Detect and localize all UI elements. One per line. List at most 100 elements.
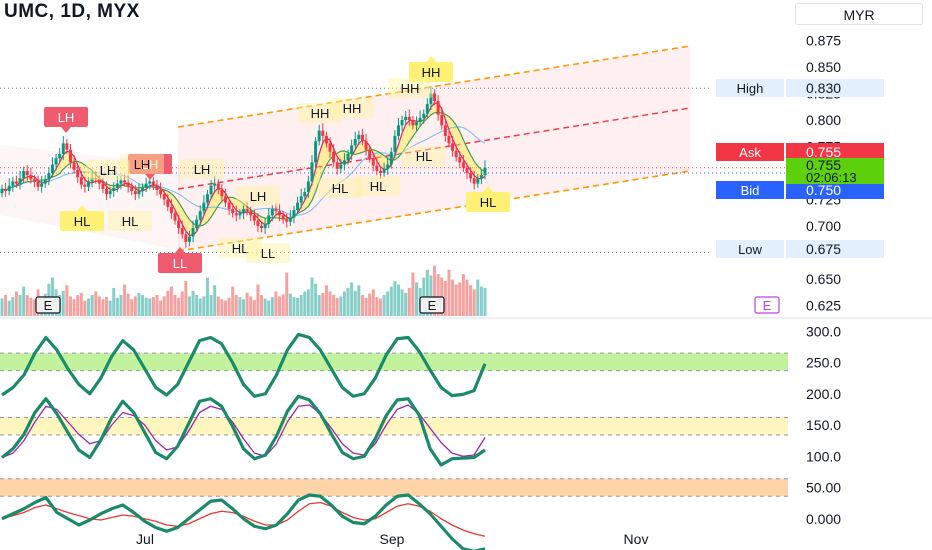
- x-axis-tick-label: Nov: [624, 531, 649, 547]
- candle-body: [14, 181, 18, 184]
- volume-bar: [249, 296, 253, 316]
- candle-body: [393, 135, 397, 152]
- candle-body: [353, 139, 357, 146]
- candle-body: [267, 215, 271, 224]
- candle-body: [285, 219, 289, 222]
- pattern-label-box: [466, 192, 510, 212]
- pattern-label-text: HL: [232, 241, 249, 256]
- candle-body: [144, 183, 148, 188]
- candle-body: [231, 209, 235, 214]
- volume-bar: [18, 295, 22, 316]
- pattern-label-lh: LH: [128, 154, 172, 180]
- channel-mid-line: [177, 107, 691, 190]
- currency-selector[interactable]: MYR: [795, 3, 923, 25]
- candle-body: [18, 178, 22, 184]
- candle-body: [288, 217, 292, 222]
- candle-body: [404, 116, 408, 121]
- volume-bar: [173, 295, 177, 316]
- volume-bar: [169, 286, 173, 316]
- volume-bar: [270, 297, 274, 316]
- volume-bar: [386, 291, 390, 316]
- candle-body: [105, 188, 109, 195]
- volume-bar: [411, 272, 415, 316]
- candle-body: [112, 187, 116, 192]
- pattern-label-box: [246, 243, 290, 263]
- volume-bar: [94, 291, 98, 316]
- volume-bar: [353, 290, 357, 316]
- candle-body: [260, 225, 264, 229]
- high-tag-label-box: [716, 79, 784, 97]
- volume-bar: [130, 299, 134, 316]
- ask-tag: Ask 0.755: [716, 143, 884, 161]
- volume-bar: [29, 297, 33, 316]
- candle-body: [411, 120, 415, 126]
- pattern-label-text: LH: [250, 189, 267, 204]
- pattern-label-text: LL: [173, 256, 187, 271]
- volume-bar: [4, 295, 8, 316]
- volume-bar: [126, 293, 130, 316]
- volume-bar: [159, 300, 163, 316]
- osc-band: [0, 353, 788, 371]
- channel-upper-line: [177, 45, 691, 128]
- volume-bar: [187, 296, 191, 316]
- volume-bar: [0, 298, 4, 316]
- pattern-label-box: [180, 159, 224, 179]
- candle-body: [94, 178, 98, 180]
- volume-bar: [184, 281, 188, 316]
- candle-body: [223, 196, 227, 203]
- last-price-countdown: 02:06:13: [806, 170, 857, 185]
- volume-bar: [476, 279, 480, 316]
- pattern-label-text: HH: [343, 101, 362, 116]
- candle-body: [65, 143, 69, 150]
- candle-body: [461, 162, 465, 168]
- candle-body: [429, 93, 433, 105]
- candle-body: [198, 211, 202, 220]
- ask-tag-label-box: [716, 143, 784, 161]
- volume-bar: [105, 297, 109, 316]
- candle-body: [368, 149, 372, 159]
- candle-body: [151, 181, 155, 186]
- low-tag: Low 0.675: [716, 240, 884, 258]
- volume-bar: [148, 298, 152, 316]
- volume-bar: [364, 297, 368, 316]
- candle-body: [469, 173, 473, 179]
- candle-body: [184, 234, 188, 242]
- pattern-label-text: HL: [74, 214, 91, 229]
- pattern-label-pointer: [426, 56, 436, 62]
- y-axis-tick-label: 0.700: [806, 218, 841, 234]
- y-axis-tick-label: 0.850: [806, 59, 841, 75]
- candle-body: [173, 213, 177, 221]
- osc-axis-tick-label: 50.00: [806, 480, 841, 496]
- pattern-label-text: HL: [332, 181, 349, 196]
- volume-bar: [198, 298, 202, 316]
- high-tag-value: 0.830: [806, 80, 841, 96]
- candle-body: [476, 178, 480, 184]
- volume-bar: [328, 291, 332, 316]
- pattern-label-ll: LL: [158, 247, 202, 273]
- candle-body: [187, 236, 191, 242]
- candle-body: [169, 206, 173, 214]
- volume-bar: [324, 285, 328, 316]
- volume-bar: [155, 295, 159, 316]
- candle-body: [458, 157, 462, 163]
- candle-body: [324, 135, 328, 144]
- volume-bar: [144, 297, 148, 316]
- volume-bar: [79, 292, 83, 316]
- candle-body: [350, 145, 354, 154]
- pattern-label-hl: HL: [466, 186, 510, 212]
- volume-bar: [458, 282, 462, 316]
- last-price-box: [786, 158, 884, 184]
- volume-bar: [137, 292, 141, 316]
- volume-bar: [278, 296, 282, 316]
- pattern-label-box: [128, 154, 172, 174]
- candle-body: [317, 130, 321, 142]
- pattern-label-box: [108, 211, 152, 231]
- pattern-label-pointer: [61, 127, 71, 133]
- candle-body: [346, 153, 350, 161]
- pattern-label-pointer: [175, 247, 185, 253]
- volume-bar: [346, 288, 350, 316]
- volume-bar: [227, 297, 231, 316]
- bid-tag-value-box: [786, 181, 884, 199]
